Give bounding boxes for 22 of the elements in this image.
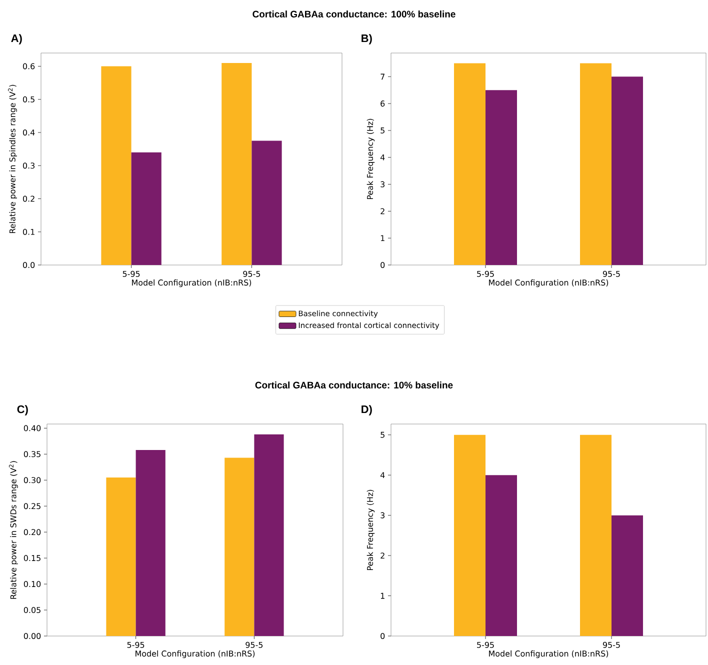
bar	[454, 63, 486, 266]
text: B)	[362, 34, 372, 44]
bar	[254, 434, 284, 636]
bar	[580, 434, 612, 636]
bar	[131, 152, 162, 266]
text: D)	[362, 405, 372, 416]
bar	[454, 434, 486, 636]
chart-title: Cortical GABAa conductance: 100% baseline	[252, 10, 456, 18]
bar	[106, 478, 136, 636]
bar	[486, 90, 518, 266]
bar	[222, 62, 252, 266]
bar	[224, 458, 254, 636]
bar	[101, 66, 132, 266]
text: A)	[11, 34, 22, 44]
bar	[486, 475, 518, 636]
chart-title: Cortical GABAa conductance: 10% baseline	[255, 382, 453, 388]
bar	[612, 515, 644, 636]
bar	[612, 76, 644, 266]
text: C)	[17, 405, 28, 416]
bar	[136, 450, 166, 636]
bar	[252, 140, 282, 266]
bar	[580, 63, 612, 266]
